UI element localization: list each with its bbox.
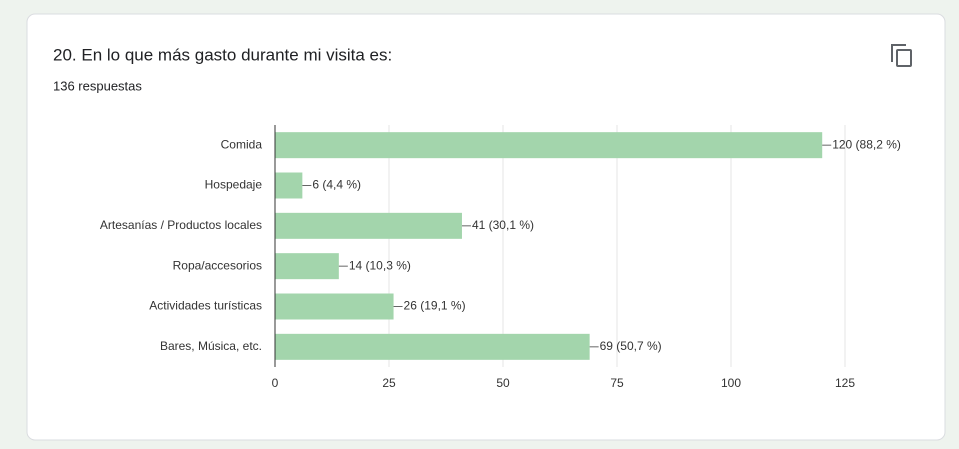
- value-label: 26 (19,1 %): [404, 299, 466, 313]
- y-tick-label: Hospedaje: [205, 178, 263, 192]
- card: [26, 13, 946, 441]
- value-label: 41 (30,1 %): [472, 218, 534, 232]
- bar: [275, 172, 303, 199]
- y-tick-label: Artesanías / Productos locales: [100, 218, 262, 232]
- value-label: 6 (4,4 %): [312, 178, 361, 192]
- chart-title: 20. En lo que más gasto durante mi visit…: [53, 45, 392, 64]
- x-tick-label: 100: [721, 376, 741, 390]
- bar: [275, 293, 394, 320]
- x-tick-label: 25: [382, 376, 396, 390]
- value-label: 69 (50,7 %): [600, 339, 662, 353]
- value-label: 14 (10,3 %): [349, 258, 411, 272]
- bar: [275, 333, 590, 360]
- x-tick-label: 50: [496, 376, 510, 390]
- x-tick-label: 125: [835, 376, 855, 390]
- x-tick-label: 0: [272, 376, 279, 390]
- value-label: 120 (88,2 %): [832, 137, 901, 151]
- y-tick-label: Ropa/accesorios: [173, 258, 262, 272]
- copy-icon[interactable]: [891, 44, 912, 67]
- y-tick-label: Comida: [221, 137, 263, 151]
- y-tick-label: Actividades turísticas: [149, 299, 262, 313]
- bar: [275, 132, 823, 159]
- bar: [275, 253, 339, 280]
- x-tick-label: 75: [610, 376, 624, 390]
- chart-subtitle: 136 respuestas: [53, 78, 142, 93]
- bar: [275, 212, 462, 239]
- y-tick-label: Bares, Música, etc.: [160, 339, 262, 353]
